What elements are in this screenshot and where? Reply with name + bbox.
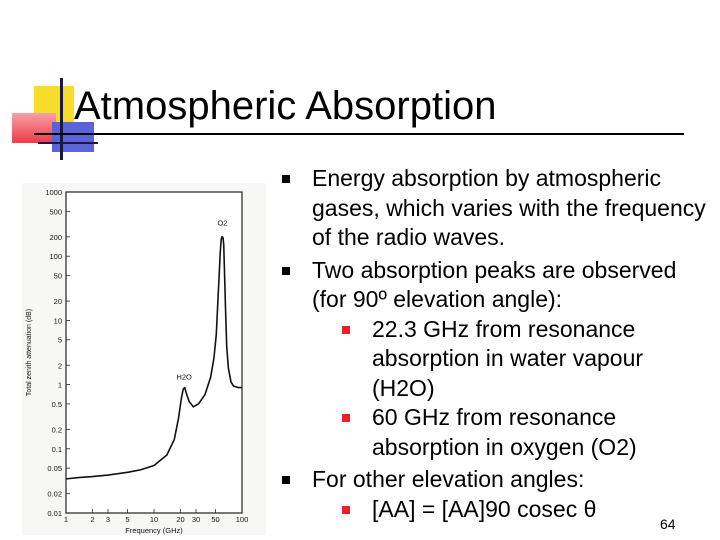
y-tick-label: 10 xyxy=(54,316,62,325)
logo-blue-square xyxy=(52,122,94,152)
logo-horizontal-line xyxy=(38,142,98,144)
logo-red-square xyxy=(12,113,56,143)
bullet-marker-icon xyxy=(282,476,290,484)
bullet-text: Two absorption peaks are observed (for 9… xyxy=(312,256,677,313)
y-tick-label: 1000 xyxy=(45,188,62,197)
sub-bullet-item: 22.3 GHz from resonance absorption in wa… xyxy=(312,315,712,404)
y-tick-label: 200 xyxy=(49,233,62,242)
y-axis-label: Total zenith attenuation (dB) xyxy=(26,309,33,396)
sub-bullet-marker-icon xyxy=(342,414,350,422)
absorption-chart: 1000 500 200 100 50 20 10 5 2 1 0.5 0.2 0.1 0.05 0.02 0… xyxy=(22,183,266,535)
bullet-text: Energy absorption by atmospheric gases, … xyxy=(312,165,706,250)
logo-vertical-line xyxy=(60,78,63,160)
y-tick-label: 2 xyxy=(58,361,62,370)
y-tick-label: 0.1 xyxy=(52,445,62,454)
y-tick-label: 1 xyxy=(58,381,62,390)
x-tick-label: 5 xyxy=(125,515,129,524)
bullet-text: For other elevation angles: xyxy=(312,466,585,492)
sub-bullet-item: 60 GHz from resonance absorption in oxyg… xyxy=(312,403,712,462)
x-tick-label: 1 xyxy=(64,515,68,524)
y-tick-label: 0.2 xyxy=(52,425,62,434)
plot-frame xyxy=(65,191,243,514)
x-tick-label: 30 xyxy=(192,515,200,524)
y-tick-label: 0.01 xyxy=(47,509,62,518)
x-tick-label: 3 xyxy=(106,515,110,524)
x-axis-label: Frequency (GHz) xyxy=(125,526,183,535)
sub-bullet-text: 60 GHz from resonance absorption in oxyg… xyxy=(372,404,637,460)
y-tick-label: 50 xyxy=(54,272,62,281)
bullet-item: Energy absorption by atmospheric gases, … xyxy=(282,164,712,253)
y-tick-label: 5 xyxy=(58,336,62,345)
absorption-curve xyxy=(65,236,242,480)
sub-bullet-text: 22.3 GHz from resonance absorption in wa… xyxy=(372,315,644,401)
page-number: 64 xyxy=(660,516,676,532)
y-tick-label: 20 xyxy=(54,297,62,306)
curve-annotation: H2O xyxy=(176,373,192,382)
x-tick-label: 20 xyxy=(176,515,184,524)
y-tick-label: 500 xyxy=(49,207,62,216)
curve-annotation: O2 xyxy=(217,219,227,228)
y-tick-label: 0.5 xyxy=(52,400,62,409)
sub-bullet-marker-icon xyxy=(342,325,350,334)
x-tick-label: 10 xyxy=(150,515,158,524)
bullet-marker-icon xyxy=(282,266,290,275)
y-tick-label: 0.02 xyxy=(47,490,62,499)
slide-title: Atmospheric Absorption xyxy=(74,84,497,128)
bullet-marker-icon xyxy=(282,175,290,183)
y-tick-label: 0.05 xyxy=(47,464,62,473)
title-underline xyxy=(34,133,684,135)
x-tick-label: 2 xyxy=(90,515,94,524)
x-tick-label: 100 xyxy=(236,515,249,524)
sub-bullet-text: [AA] = [AA]90 cosec θ xyxy=(372,495,597,522)
sub-bullet-item: [AA] = [AA]90 cosec θ xyxy=(312,495,712,525)
sub-bullet-marker-icon xyxy=(342,505,350,514)
bullet-item: For other elevation angles: [AA] = [AA]90… xyxy=(282,465,712,524)
x-tick-label: 50 xyxy=(211,515,219,524)
bullet-list: Energy absorption by atmospheric gases, … xyxy=(282,164,712,527)
y-tick-label: 100 xyxy=(49,252,62,261)
bullet-item: Two absorption peaks are observed (for 9… xyxy=(282,256,712,463)
